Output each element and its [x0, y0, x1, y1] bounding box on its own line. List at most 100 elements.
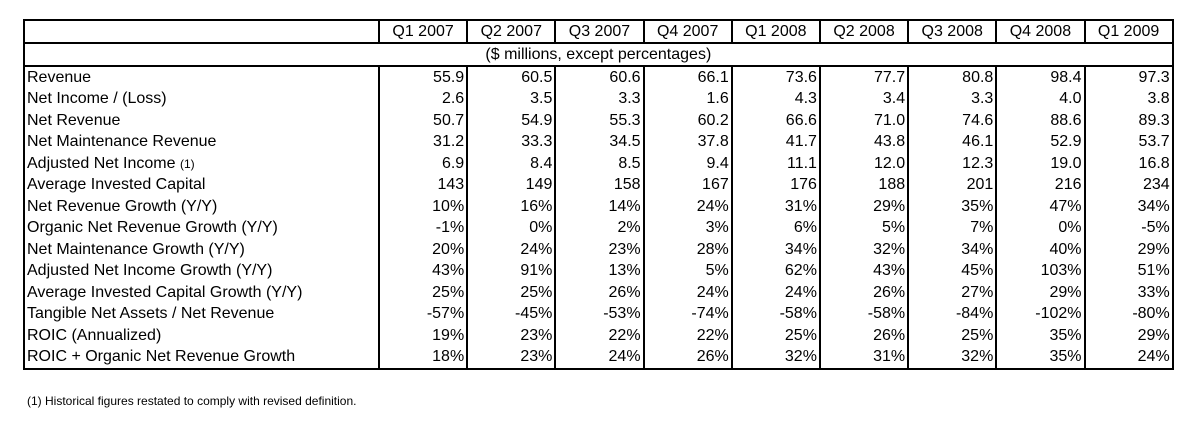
row-label: ROIC (Annualized) — [27, 326, 162, 344]
value-cell: 45% — [907, 260, 998, 282]
value-cell: 18% — [377, 346, 469, 370]
value-cell: 47% — [995, 196, 1086, 218]
value-cell: 158 — [554, 174, 645, 196]
value-cell: -53% — [554, 303, 645, 325]
table-row: ROIC + Organic Net Revenue Growth 18% 23% 2… — [23, 346, 1174, 370]
value-cell: 0% — [995, 217, 1086, 239]
value-cell: 8.4 — [466, 153, 557, 175]
value-cell: 43.8 — [818, 131, 910, 153]
row-label-cell: Adjusted Net Income Growth (Y/Y) — [23, 260, 380, 282]
value-cell: 13% — [554, 260, 645, 282]
value-cell: 24% — [642, 196, 733, 218]
value-cell: 55.3 — [554, 110, 645, 132]
units-note: ($ millions, except percentages) — [23, 43, 1174, 67]
value-cell: -84% — [907, 303, 998, 325]
table-row: Net Maintenance Growth (Y/Y) 20% 24% 23% 28%… — [23, 239, 1174, 261]
value-cell: 37.8 — [642, 131, 733, 153]
value-cell: -45% — [466, 303, 557, 325]
value-cell: 3.8 — [1083, 88, 1174, 110]
value-cell: 66.6 — [730, 110, 821, 132]
value-cell: 43% — [818, 260, 910, 282]
value-cell: 8.5 — [554, 153, 645, 175]
value-cell: 26% — [818, 282, 910, 304]
value-cell: 34% — [907, 239, 998, 261]
value-cell: 216 — [995, 174, 1086, 196]
table-row: ROIC (Annualized) 19% 23% 22% 22% 25% 26% 25% 35… — [23, 325, 1174, 347]
value-cell: 19% — [377, 325, 469, 347]
row-label: Net Revenue — [27, 111, 121, 129]
column-header: Q1 2008 — [730, 19, 821, 44]
row-label-cell: Tangible Net Assets / Net Revenue — [23, 303, 380, 325]
table-row: Organic Net Revenue Growth (Y/Y) -1% 0% 2% 3… — [23, 217, 1174, 239]
value-cell: 25% — [466, 282, 557, 304]
value-cell: 34.5 — [554, 131, 645, 153]
table-row: Net Maintenance Revenue 31.2 33.3 34.5 37.8 4… — [23, 131, 1174, 153]
value-cell: 6% — [730, 217, 821, 239]
value-cell: 60.2 — [642, 110, 733, 132]
value-cell: 22% — [642, 325, 733, 347]
value-cell: 29% — [1083, 325, 1174, 347]
row-label: Average Invested Capital — [27, 176, 206, 194]
value-cell: 149 — [466, 174, 557, 196]
value-cell: 24% — [554, 346, 645, 370]
value-cell: 32% — [818, 239, 910, 261]
value-cell: 62% — [730, 260, 821, 282]
value-cell: 55.9 — [377, 66, 469, 89]
row-label: ROIC + Organic Net Revenue Growth — [27, 348, 296, 366]
value-cell: 16.8 — [1083, 153, 1174, 175]
value-cell: 60.5 — [466, 66, 557, 89]
value-cell: 14% — [554, 196, 645, 218]
value-cell: 188 — [818, 174, 910, 196]
row-label-cell: Organic Net Revenue Growth (Y/Y) — [23, 217, 380, 239]
value-cell: 29% — [818, 196, 910, 218]
value-cell: 40% — [995, 239, 1086, 261]
value-cell: 2% — [554, 217, 645, 239]
column-header: Q4 2008 — [995, 19, 1086, 44]
value-cell: 24% — [642, 282, 733, 304]
value-cell: 3.3 — [907, 88, 998, 110]
value-cell: 10% — [377, 196, 469, 218]
table-body: Revenue 55.9 60.5 60.6 66.1 73.6 77.7 80.8 98.4 9… — [23, 66, 1174, 370]
value-cell: 98.4 — [995, 66, 1086, 89]
column-header: Q1 2007 — [377, 19, 469, 44]
value-cell: 33.3 — [466, 131, 557, 153]
value-cell: 34% — [730, 239, 821, 261]
value-cell: 7% — [907, 217, 998, 239]
header-row: Q1 2007 Q2 2007 Q3 2007 Q4 2007 Q1 2008 … — [23, 19, 1174, 44]
value-cell: 32% — [907, 346, 998, 370]
value-cell: 25% — [377, 282, 469, 304]
value-cell: 3.5 — [466, 88, 557, 110]
row-label: Adjusted Net Income — [27, 154, 180, 172]
financial-metrics-table: Q1 2007 Q2 2007 Q3 2007 Q4 2007 Q1 2008 … — [23, 19, 1174, 370]
row-label-cell: ROIC + Organic Net Revenue Growth — [23, 346, 380, 370]
value-cell: 66.1 — [642, 66, 733, 89]
value-cell: 53.7 — [1083, 131, 1174, 153]
value-cell: 20% — [377, 239, 469, 261]
value-cell: 35% — [995, 346, 1086, 370]
value-cell: 12.3 — [907, 153, 998, 175]
row-label-cell: Revenue — [23, 66, 380, 89]
value-cell: 4.0 — [995, 88, 1086, 110]
value-cell: 24% — [1083, 346, 1174, 370]
value-cell: 16% — [466, 196, 557, 218]
table-row: Revenue 55.9 60.5 60.6 66.1 73.6 77.7 80.8 98.4 9… — [23, 66, 1174, 89]
column-header: Q2 2007 — [466, 19, 557, 44]
value-cell: 26% — [554, 282, 645, 304]
value-cell: 51% — [1083, 260, 1174, 282]
value-cell: 3.4 — [818, 88, 910, 110]
value-cell: 77.7 — [818, 66, 910, 89]
row-label-cell: ROIC (Annualized) — [23, 325, 380, 347]
row-label: Net Maintenance Growth (Y/Y) — [27, 240, 245, 258]
value-cell: 176 — [730, 174, 821, 196]
value-cell: 35% — [907, 196, 998, 218]
row-label: Net Income / (Loss) — [27, 90, 167, 108]
table-row: Adjusted Net Income (1) 6.9 8.4 8.5 9.4 11.1 1… — [23, 153, 1174, 175]
value-cell: 74.6 — [907, 110, 998, 132]
row-label: Adjusted Net Income Growth (Y/Y) — [27, 262, 273, 280]
value-cell: 26% — [642, 346, 733, 370]
value-cell: -58% — [730, 303, 821, 325]
value-cell: 12.0 — [818, 153, 910, 175]
value-cell: 27% — [907, 282, 998, 304]
row-label: Net Revenue Growth (Y/Y) — [27, 197, 218, 215]
value-cell: -102% — [995, 303, 1086, 325]
